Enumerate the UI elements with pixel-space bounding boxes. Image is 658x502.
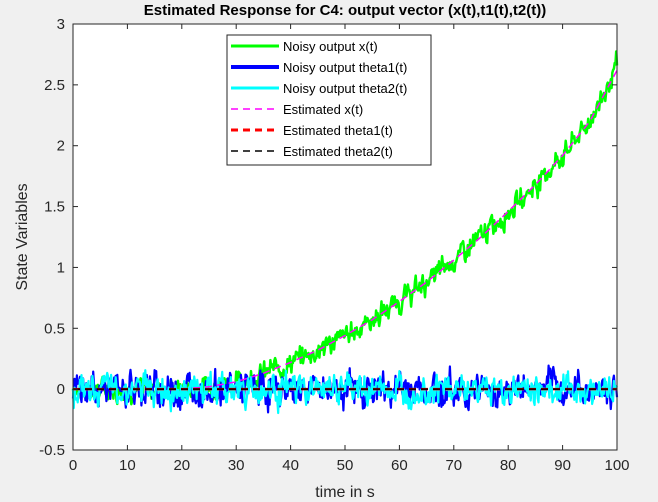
legend-entry-label: Noisy output theta2(t) xyxy=(283,81,407,96)
ticks-layer: 0 10 20 30 40 50 60 70 80 90 100-0.500.511.522.53 xyxy=(39,16,629,474)
legend-entry-label: Estimated x(t) xyxy=(283,102,363,117)
y-axis-label: State Variables xyxy=(14,183,31,290)
legend-entry-label: Estimated theta1(t) xyxy=(283,123,393,138)
x-tick-label: 60 xyxy=(391,457,408,474)
x-tick-label: 20 xyxy=(173,457,190,474)
y-tick-label: -0.5 xyxy=(39,442,65,459)
chart-title: Estimated Response for C4: output vector… xyxy=(144,2,547,19)
y-tick-label: 0 xyxy=(57,381,65,398)
x-tick-label: 10 xyxy=(119,457,136,474)
y-tick-label: 0.5 xyxy=(44,320,65,337)
x-tick-label: 40 xyxy=(282,457,299,474)
x-axis-label: time in s xyxy=(315,484,375,501)
y-tick-label: 2 xyxy=(57,138,65,155)
x-tick-label: 100 xyxy=(604,457,629,474)
series-line-noisy-output-theta2-t xyxy=(71,369,618,415)
y-tick-label: 2.5 xyxy=(44,77,65,94)
x-tick-label: 80 xyxy=(500,457,517,474)
x-tick-label: 50 xyxy=(337,457,354,474)
x-tick-label: 30 xyxy=(228,457,245,474)
legend-entry-label: Estimated theta2(t) xyxy=(283,144,393,159)
x-tick-label: 70 xyxy=(445,457,462,474)
legend-entry-label: Noisy output theta1(t) xyxy=(283,60,407,75)
legend-box xyxy=(226,34,432,166)
legend: Noisy output x(t) Noisy output theta1(t) N… xyxy=(226,34,432,166)
x-tick-label: 90 xyxy=(554,457,571,474)
series-layer xyxy=(71,50,619,415)
legend-entry-label: Noisy output x(t) xyxy=(283,39,378,54)
y-tick-label: 3 xyxy=(57,16,65,33)
y-tick-label: 1.5 xyxy=(44,199,65,216)
x-tick-label: 0 xyxy=(69,457,77,474)
y-tick-label: 1 xyxy=(57,259,65,276)
